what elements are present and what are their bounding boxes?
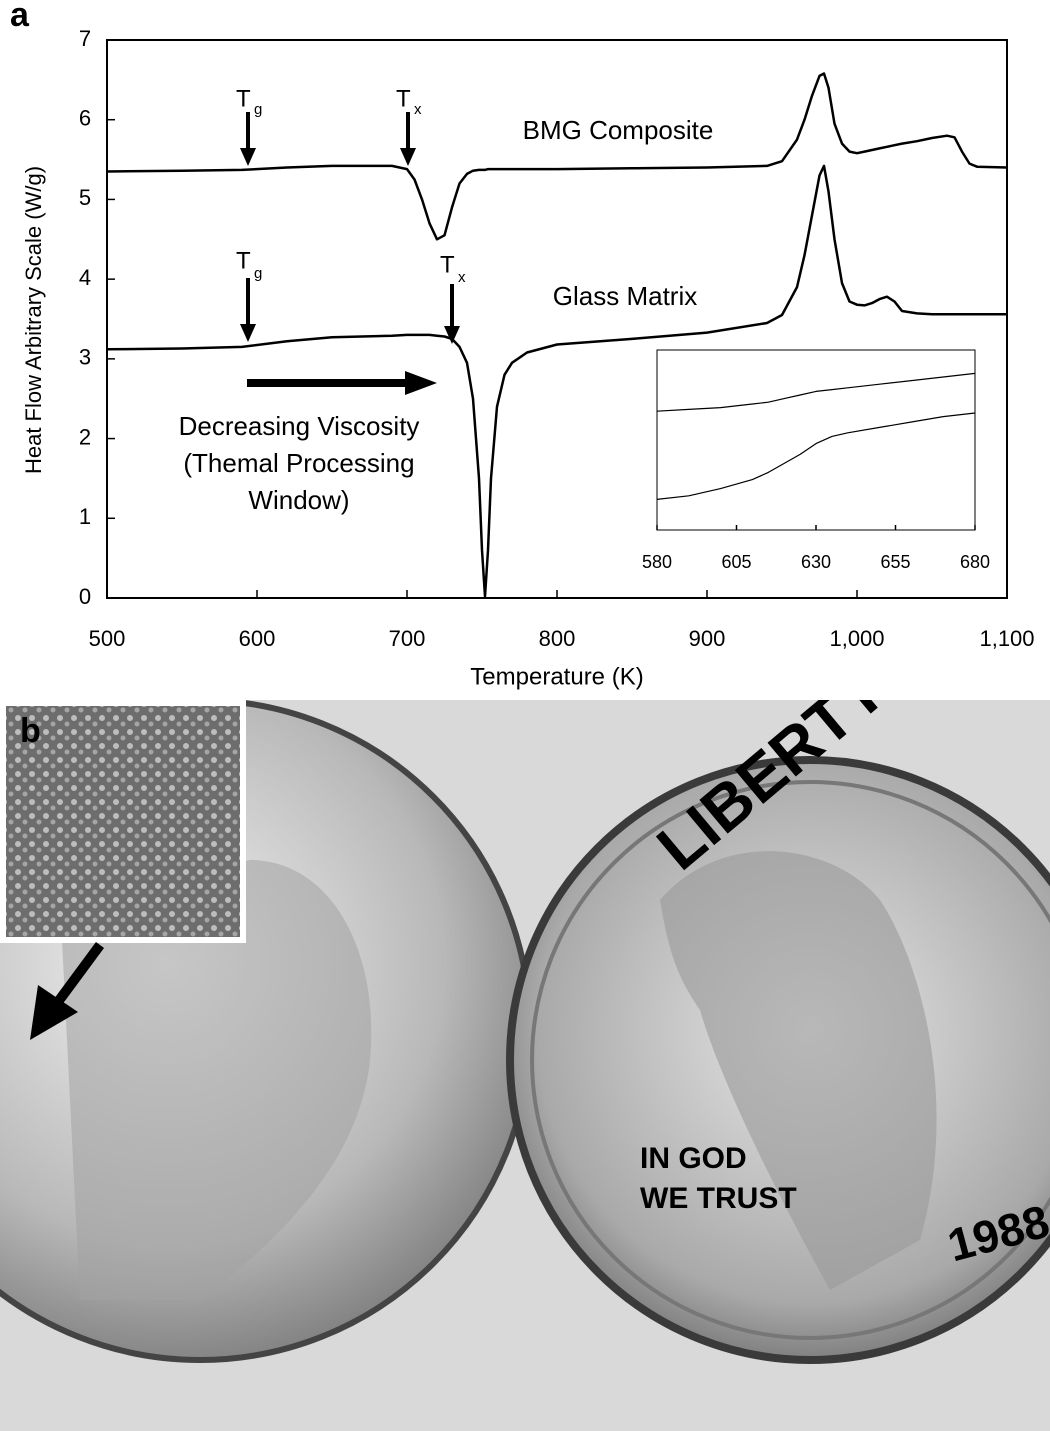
- coin-text: WE TRUST: [640, 1182, 797, 1215]
- series-label: BMG Composite: [523, 115, 714, 145]
- marker-arrowhead: [240, 324, 256, 342]
- marker-subscript: x: [458, 269, 466, 286]
- y-tick-label: 5: [79, 185, 91, 210]
- panel-label: a: [10, 0, 30, 34]
- x-tick-label: 655: [880, 552, 910, 572]
- series-label: Glass Matrix: [553, 281, 697, 311]
- x-tick-label: 1,100: [979, 626, 1034, 651]
- y-tick-label: 0: [79, 584, 91, 609]
- x-tick-label: 605: [721, 552, 751, 572]
- marker-label: T: [396, 85, 411, 112]
- note: Decreasing Viscosity: [179, 411, 420, 441]
- marker-label: T: [236, 247, 251, 274]
- y-tick-label: 2: [79, 424, 91, 449]
- marker: T g T x T g T x: [236, 85, 466, 344]
- x-tick-label: 600: [239, 626, 276, 651]
- note: (Themal Processing: [183, 448, 414, 478]
- x-tick-label: 800: [539, 626, 576, 651]
- y-tick-label: 3: [79, 345, 91, 370]
- x-tick-label: 900: [689, 626, 726, 651]
- panel-label: b: [20, 712, 41, 750]
- y-tick-label: 7: [79, 26, 91, 51]
- viscosity-arrowhead: [405, 371, 437, 395]
- marker-arrowhead: [444, 326, 460, 344]
- y-tick-label: 6: [79, 106, 91, 131]
- marker-label: T: [236, 85, 251, 112]
- figure: LIBERTY IN GOD WE TRUST 1988 b a Tempera…: [0, 0, 1050, 1431]
- x-tick-label: 580: [642, 552, 672, 572]
- note: Window): [248, 485, 349, 515]
- x-tick-label: 680: [960, 552, 990, 572]
- coin-text: IN GOD: [640, 1142, 747, 1175]
- page: LIBERTY IN GOD WE TRUST 1988 b a Tempera…: [0, 0, 1050, 1431]
- photo: LIBERTY IN GOD WE TRUST 1988: [0, 653, 1050, 1431]
- marker-label: T: [440, 251, 455, 278]
- marker-arrowhead: [400, 148, 416, 166]
- x-axis-title: Temperature (K): [470, 663, 643, 690]
- y-tick-label: 1: [79, 504, 91, 529]
- marker-subscript: x: [414, 101, 422, 118]
- plot-frame: [657, 350, 975, 530]
- y-axis-title: Heat Flow Arbitrary Scale (W/g): [21, 166, 46, 474]
- marker-subscript: g: [254, 101, 262, 118]
- x-tick-label: 700: [389, 626, 426, 651]
- x-tick-label: 500: [89, 626, 126, 651]
- y-tick-label: 4: [79, 265, 91, 290]
- x-tick-label: 630: [801, 552, 831, 572]
- marker-subscript: g: [254, 265, 262, 282]
- marker-arrowhead: [240, 148, 256, 166]
- x-tick-label: 1,000: [829, 626, 884, 651]
